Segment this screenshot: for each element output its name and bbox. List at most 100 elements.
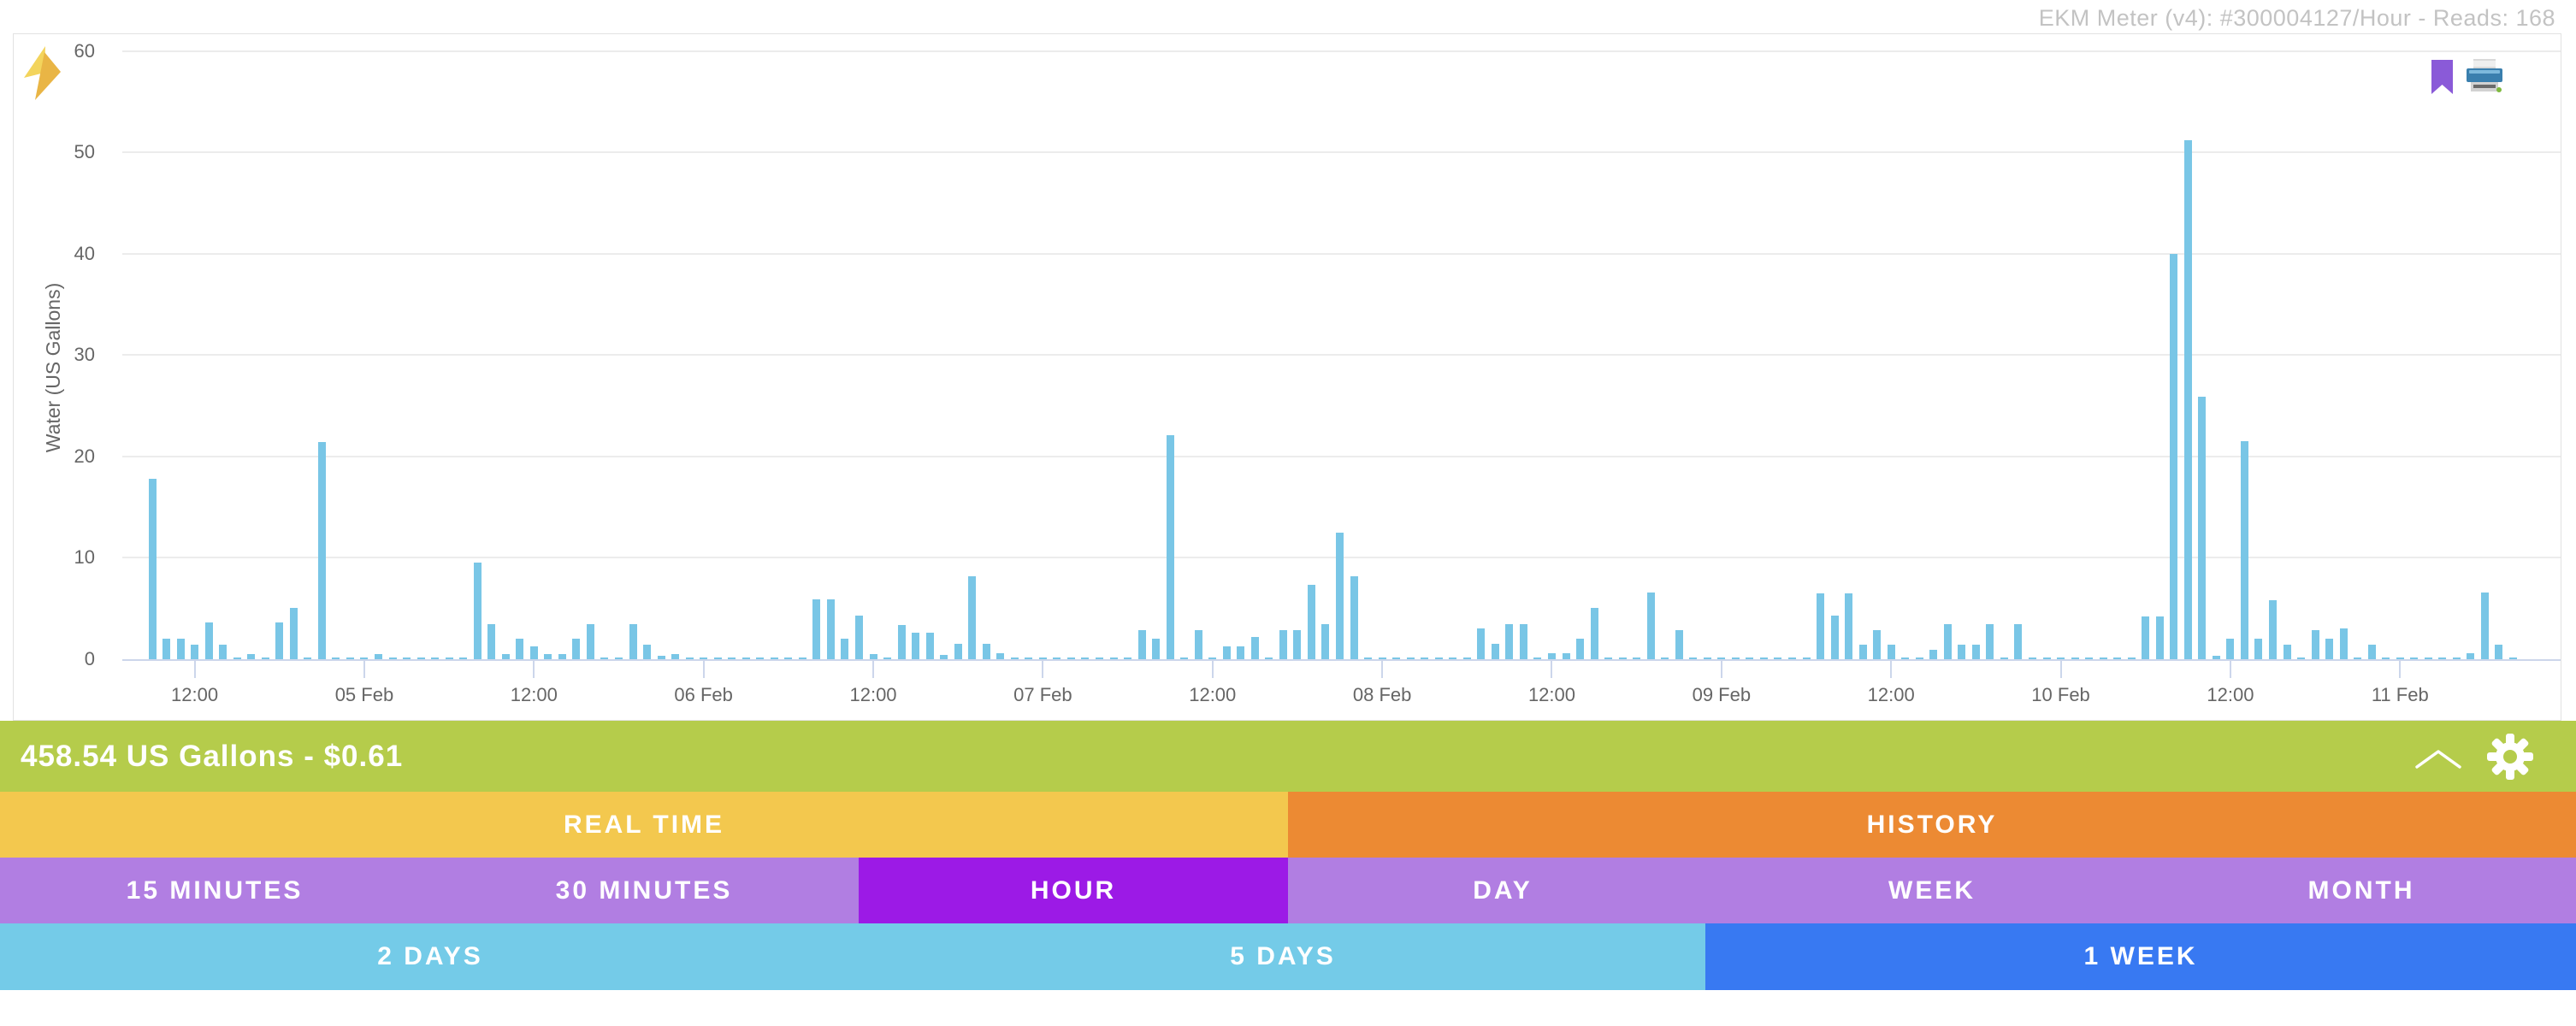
chart-bar[interactable]: [2113, 657, 2122, 659]
chart-bar[interactable]: [317, 442, 326, 659]
interval-button-15-minutes[interactable]: 15 MINUTES: [0, 858, 429, 923]
interval-button-30-minutes[interactable]: 30 MINUTES: [429, 858, 859, 923]
chart-bar[interactable]: [2198, 397, 2207, 659]
chart-bar[interactable]: [1124, 657, 1132, 659]
chart-bar[interactable]: [1237, 646, 1245, 659]
chart-bar[interactable]: [741, 657, 750, 659]
chart-bar[interactable]: [2382, 657, 2390, 659]
chart-bar[interactable]: [1222, 646, 1231, 659]
chart-bar[interactable]: [2028, 657, 2036, 659]
chart-bar[interactable]: [1194, 629, 1202, 659]
chart-bar[interactable]: [388, 657, 397, 659]
chart-bar[interactable]: [1958, 645, 1966, 659]
chart-bar[interactable]: [2367, 645, 2376, 659]
range-button-2-days[interactable]: 2 DAYS: [0, 923, 860, 990]
interval-button-month[interactable]: MONTH: [2147, 858, 2576, 923]
chart-bar[interactable]: [1350, 575, 1358, 659]
chart-bar[interactable]: [1321, 623, 1330, 659]
chart-bar[interactable]: [2467, 652, 2475, 659]
chart-bar[interactable]: [2452, 657, 2461, 659]
chart-bar[interactable]: [1576, 639, 1585, 659]
chart-bar[interactable]: [2071, 657, 2079, 659]
chart-bar[interactable]: [1703, 657, 1711, 659]
chart-bar[interactable]: [1406, 657, 1415, 659]
chart-bar[interactable]: [2099, 657, 2107, 659]
chart-bar[interactable]: [1929, 650, 1938, 659]
chart-bar[interactable]: [643, 645, 652, 659]
chart-bar[interactable]: [912, 633, 920, 659]
chart-bar[interactable]: [2000, 657, 2008, 659]
settings-gear-icon[interactable]: [2484, 731, 2536, 787]
chart-bar[interactable]: [614, 657, 623, 659]
chart-bar[interactable]: [700, 657, 708, 659]
chart-bar[interactable]: [2396, 657, 2404, 659]
chart-bar[interactable]: [1717, 657, 1726, 659]
chart-bar[interactable]: [1887, 645, 1895, 659]
chart-bar[interactable]: [784, 657, 793, 659]
chart-bar[interactable]: [247, 654, 256, 659]
chart-bar[interactable]: [558, 654, 566, 659]
chart-bar[interactable]: [869, 654, 877, 659]
chart-bar[interactable]: [501, 654, 510, 659]
chart-bar[interactable]: [529, 646, 538, 659]
chart-bar[interactable]: [855, 616, 863, 659]
chart-bar[interactable]: [445, 657, 453, 659]
chart-bar[interactable]: [586, 623, 594, 659]
chart-bar[interactable]: [1066, 657, 1075, 659]
chart-bar[interactable]: [671, 654, 680, 659]
bookmark-icon[interactable]: [2431, 60, 2453, 98]
chart-bar[interactable]: [1971, 645, 1980, 659]
chart-bar[interactable]: [2226, 639, 2235, 659]
chart-bar[interactable]: [1364, 657, 1373, 659]
chart-bar[interactable]: [148, 479, 157, 659]
chart-bar[interactable]: [1010, 657, 1019, 659]
chart-bar[interactable]: [275, 622, 284, 659]
chart-bar[interactable]: [1802, 657, 1811, 659]
chart-bar[interactable]: [629, 623, 637, 659]
chart-bar[interactable]: [346, 657, 354, 659]
chart-bar[interactable]: [1421, 657, 1429, 659]
chart-bar[interactable]: [1279, 629, 1287, 659]
chart-bar[interactable]: [1081, 657, 1090, 659]
printer-icon[interactable]: [2467, 59, 2502, 97]
chart-bar[interactable]: [1646, 592, 1655, 659]
chart-bar[interactable]: [897, 624, 906, 659]
chart-bar[interactable]: [1477, 628, 1486, 659]
chart-bar[interactable]: [2495, 645, 2503, 659]
chart-bar[interactable]: [1746, 657, 1754, 659]
chart-bar[interactable]: [728, 657, 736, 659]
chart-bar[interactable]: [2155, 616, 2164, 659]
chart-bar[interactable]: [2311, 629, 2319, 659]
chart-bar[interactable]: [1858, 645, 1867, 659]
chart-bar[interactable]: [1915, 657, 1923, 659]
chart-bar[interactable]: [1661, 657, 1669, 659]
chart-bar[interactable]: [1604, 657, 1613, 659]
chart-bar[interactable]: [289, 607, 298, 659]
chart-bar[interactable]: [1731, 657, 1740, 659]
chart-bar[interactable]: [1307, 585, 1315, 659]
interval-button-day[interactable]: DAY: [1288, 858, 1717, 923]
chart-bar[interactable]: [2142, 616, 2150, 659]
chart-bar[interactable]: [1759, 657, 1768, 659]
chart-bar[interactable]: [332, 657, 340, 659]
chart-bar[interactable]: [1633, 657, 1641, 659]
chart-bar[interactable]: [2170, 253, 2178, 659]
chart-bar[interactable]: [360, 657, 369, 659]
chart-bar[interactable]: [1547, 652, 1556, 659]
chart-bar[interactable]: [1265, 657, 1273, 659]
chart-bar[interactable]: [1293, 629, 1302, 659]
range-button-1-week[interactable]: 1 WEEK: [1705, 923, 2576, 990]
chart-bar[interactable]: [1873, 629, 1882, 659]
chart-bar[interactable]: [1845, 593, 1853, 659]
chart-bar[interactable]: [883, 657, 892, 659]
chart-bar[interactable]: [2480, 592, 2489, 659]
chart-bar[interactable]: [233, 657, 241, 659]
chart-bar[interactable]: [2325, 639, 2334, 659]
chart-bar[interactable]: [261, 657, 269, 659]
collapse-chevron-icon[interactable]: [2414, 749, 2462, 774]
chart-bar[interactable]: [544, 654, 552, 659]
chart-bar[interactable]: [219, 645, 227, 659]
chart-bar[interactable]: [2042, 657, 2051, 659]
chart-bar[interactable]: [162, 639, 171, 659]
chart-bar[interactable]: [1817, 593, 1825, 659]
